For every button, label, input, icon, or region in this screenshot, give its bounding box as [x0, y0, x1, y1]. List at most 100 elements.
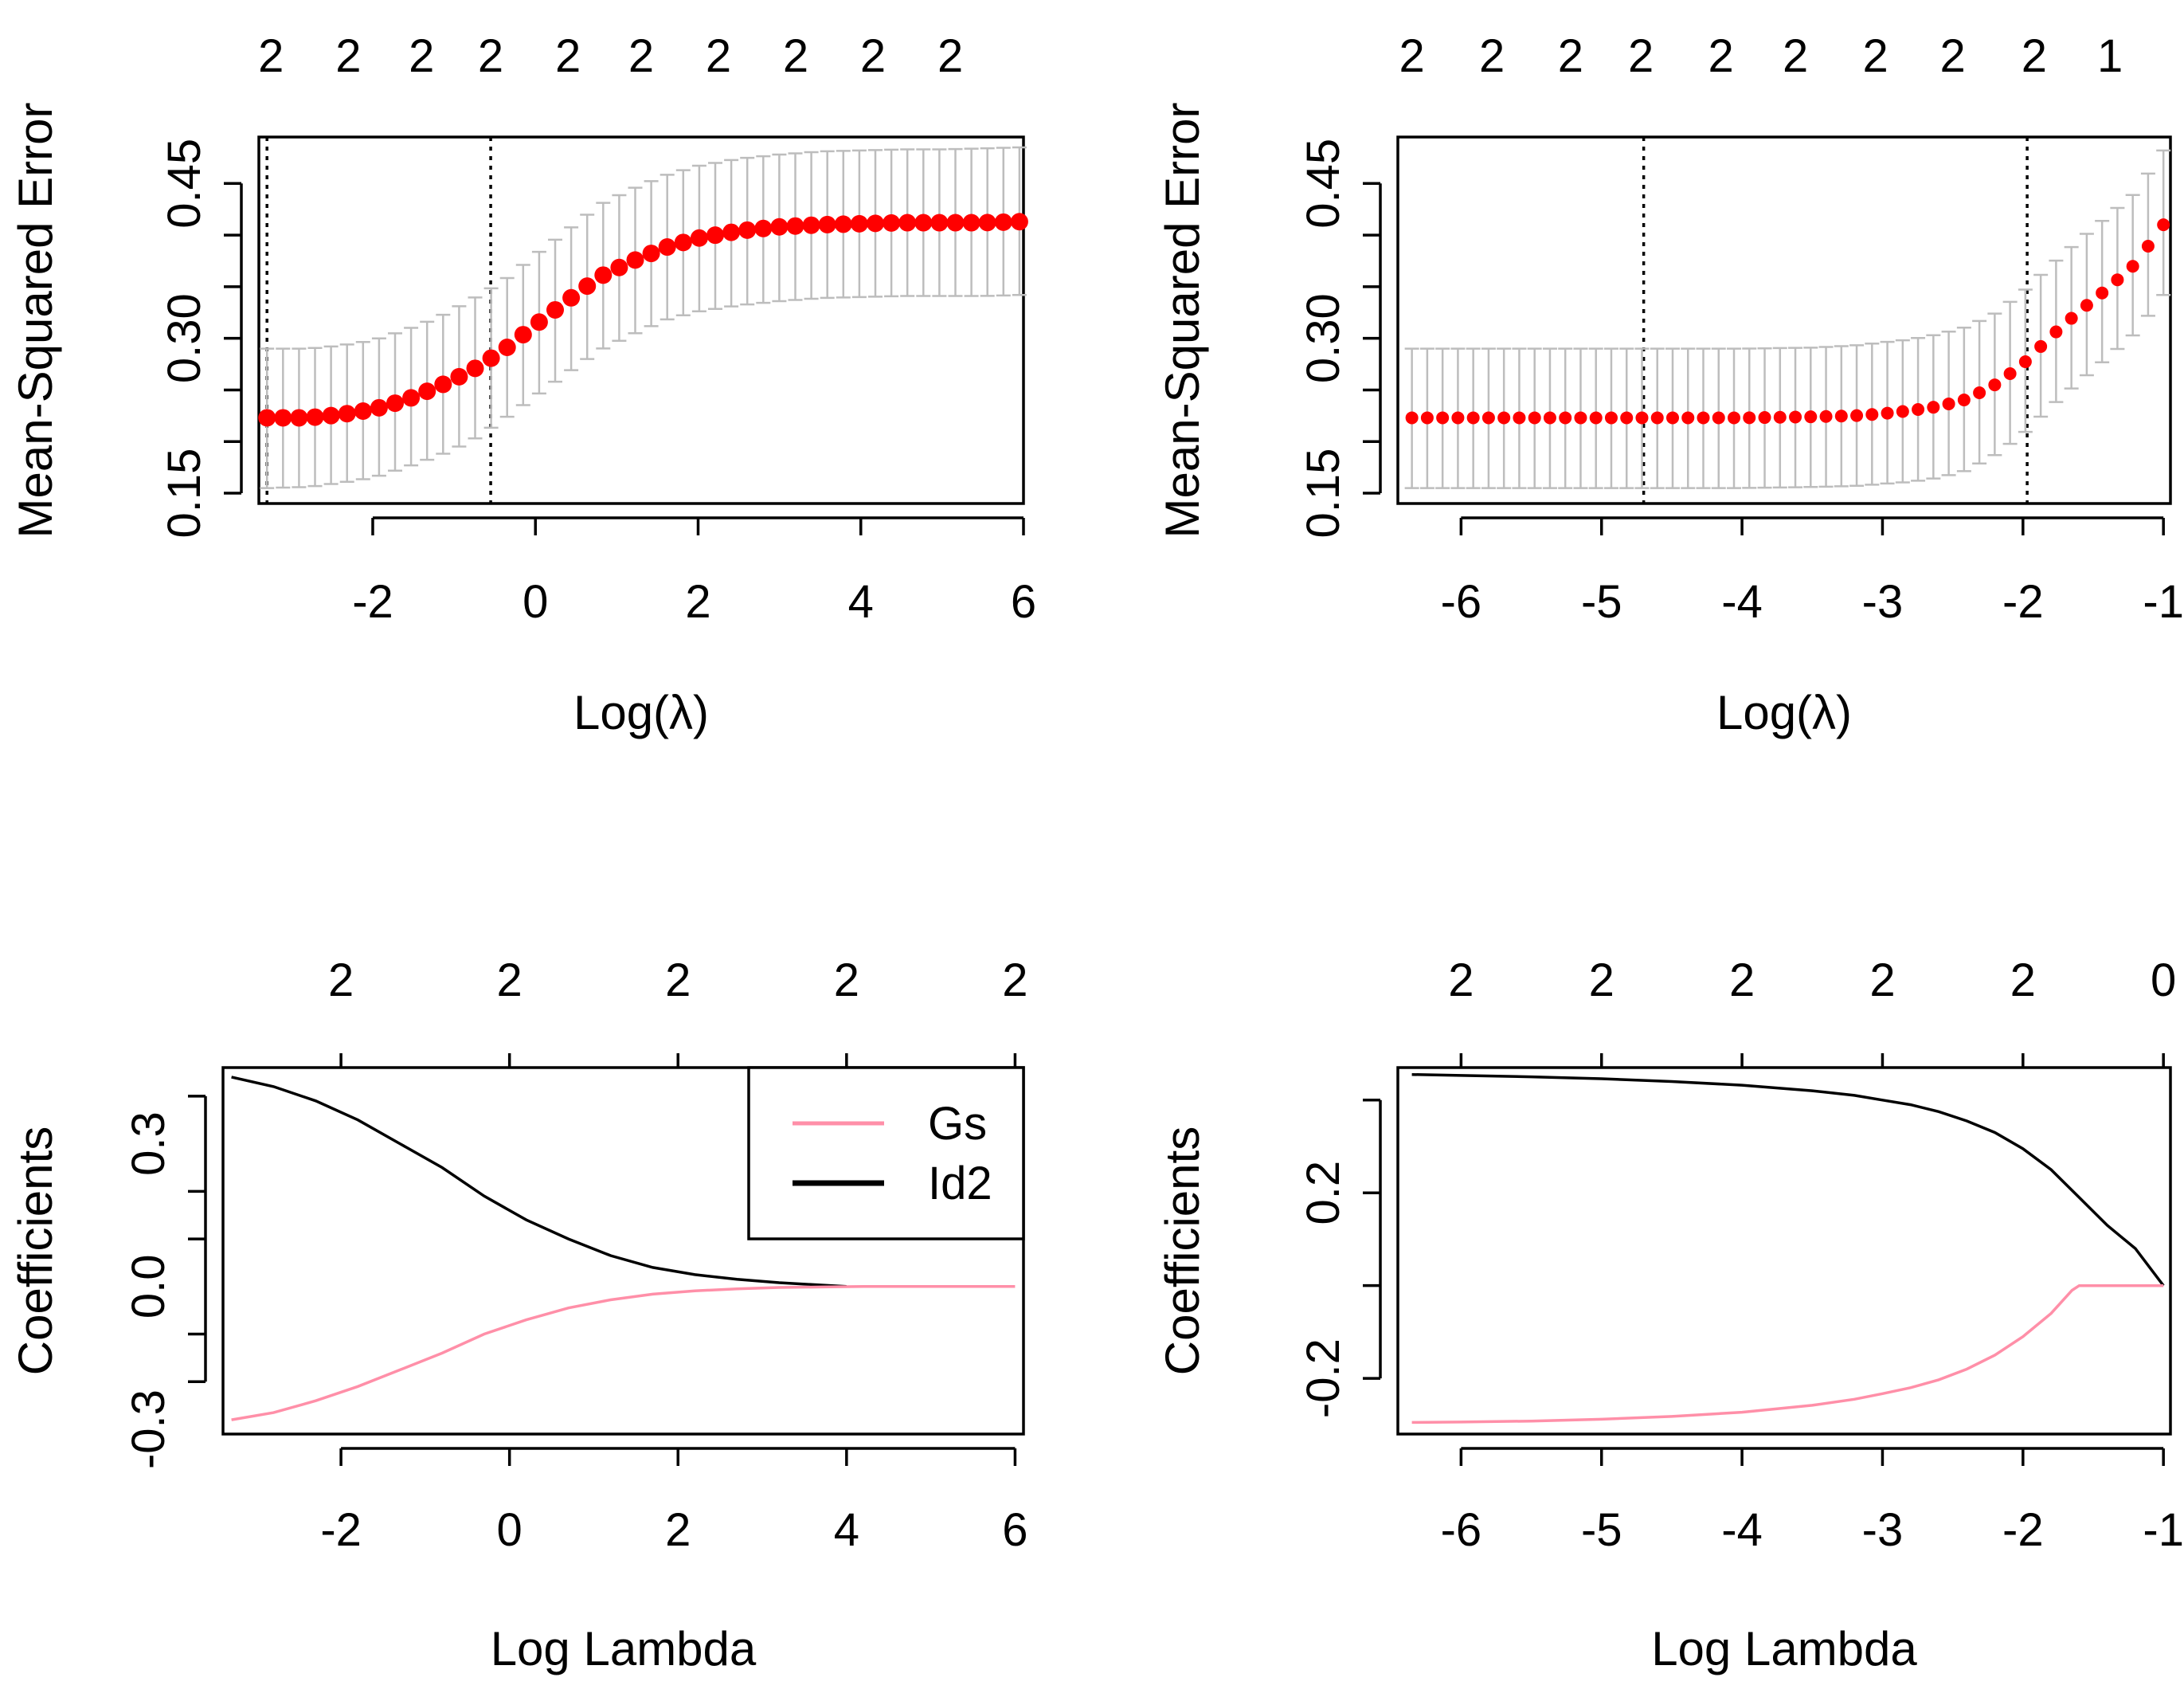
top-count-label: 2	[1002, 954, 1027, 1006]
mse-point	[402, 389, 421, 407]
mse-point	[1743, 411, 1756, 425]
mse-point	[834, 215, 852, 233]
y-tick-label: 0.15	[159, 449, 210, 539]
mse-points	[1405, 218, 2170, 425]
top-count-label: 2	[1399, 30, 1425, 82]
mse-point	[354, 402, 372, 421]
y-tick-label: 0.45	[1297, 139, 1349, 229]
mse-point	[2049, 325, 2063, 339]
top-count-label: 2	[409, 30, 434, 82]
x-tick-label: -3	[1862, 1504, 1904, 1556]
mse-point	[1865, 408, 1879, 421]
x-tick-label: -2	[320, 1504, 362, 1556]
y-tick-label: 0.30	[159, 293, 210, 383]
x-tick-label: -5	[1581, 576, 1622, 628]
mse-point	[642, 245, 660, 263]
mse-point	[386, 394, 405, 413]
x-tick-label: -3	[1862, 576, 1904, 628]
coef-path-id2	[231, 1076, 847, 1288]
mse-point	[658, 238, 676, 257]
mse-point	[1574, 411, 1587, 425]
x-axis-title: Log(λ)	[1716, 686, 1852, 739]
mse-point	[1466, 411, 1480, 425]
mse-point	[1436, 411, 1450, 425]
top-count-label: 2	[665, 954, 691, 1006]
top-count-label: 2	[706, 30, 731, 82]
mse-point	[1773, 410, 1787, 424]
top-count-label: 2	[1783, 30, 1808, 82]
top-count-label: 2	[478, 30, 503, 82]
mse-point	[306, 408, 324, 426]
mse-point	[370, 398, 388, 417]
top-count-label: 2	[783, 30, 808, 82]
y-tick-label: 0.2	[1297, 1161, 1349, 1225]
x-tick-label: 2	[665, 1504, 691, 1556]
plot-frame	[1396, 1066, 2172, 1436]
x-axis-title: Log Lambda	[1651, 1622, 1917, 1675]
x-tick-label: -1	[2143, 1504, 2184, 1556]
mse-point	[866, 214, 884, 233]
mse-point	[2141, 240, 2155, 253]
mse-point	[1881, 406, 1894, 420]
panel-bottom-right: -6 -5 -4 -3 -2 -1 -0.2 0.2 2 2 2 2 2 0 Log Lambda Coeff…	[1156, 954, 2184, 1675]
y-axis-title: Coefficients	[9, 1127, 62, 1375]
panel-top-right: -6 -5 -4 -3 -2 -10.150.300.452 2 2 2 2 2 2 2 2 1Log(λ)…	[1156, 30, 2184, 739]
mse-point	[1758, 411, 1771, 425]
x-tick-label: -5	[1581, 1504, 1622, 1556]
mse-point	[2157, 218, 2170, 232]
mse-point	[1681, 411, 1695, 425]
legend-label: Id2	[928, 1158, 992, 1209]
y-tick-label: 0.0	[123, 1254, 174, 1319]
top-count-label: 2	[328, 954, 354, 1006]
mse-point	[1988, 378, 2002, 392]
y-axis-title: Mean-Squared Error	[1156, 103, 1209, 539]
y-axis-title: Mean-Squared Error	[9, 103, 62, 539]
x-tick-label: 0	[523, 576, 548, 628]
top-count-label: 2	[1448, 954, 1474, 1006]
coef-path-id2	[1411, 1072, 2165, 1287]
mse-point	[1513, 411, 1526, 425]
mse-point	[1728, 411, 1741, 425]
x-tick-label: 6	[1002, 1504, 1027, 1556]
mse-point	[594, 266, 613, 284]
top-count-label: 2	[1708, 30, 1734, 82]
top-count-label: 2	[834, 954, 859, 1006]
top-count-label: 2	[860, 30, 886, 82]
top-count-label: 2	[1729, 954, 1755, 1006]
x-tick-label: 4	[834, 1504, 859, 1556]
mse-point	[1712, 411, 1725, 425]
top-count-label: 2	[628, 30, 654, 82]
mse-point	[2080, 299, 2093, 312]
mse-point	[1912, 403, 1925, 417]
mse-point	[1896, 405, 1909, 418]
top-count-label: 2	[2010, 954, 2036, 1006]
y-axis-title: Coefficients	[1156, 1127, 1209, 1375]
x-tick-label: -4	[1721, 576, 1763, 628]
mse-point	[1635, 411, 1649, 425]
mse-point	[962, 214, 980, 232]
mse-point	[2126, 260, 2139, 273]
mse-point	[1850, 409, 1864, 422]
y-tick-label: -0.3	[123, 1389, 174, 1469]
x-tick-label: 6	[1011, 576, 1036, 628]
x-tick-label: -2	[352, 576, 393, 628]
mse-point	[1010, 213, 1028, 231]
mse-point	[1481, 411, 1495, 425]
top-count-label: 2	[1869, 954, 1895, 1006]
mse-point	[2111, 273, 2124, 287]
mse-point	[1697, 411, 1710, 425]
mse-point	[466, 359, 484, 378]
mse-point	[1405, 411, 1419, 425]
top-count-label: 2	[2022, 30, 2047, 82]
mse-point	[994, 213, 1012, 231]
plot-frame	[257, 135, 1025, 505]
y-tick-label: 0.30	[1297, 293, 1349, 383]
y-tick-label: -0.2	[1297, 1338, 1349, 1418]
top-count-label: 0	[2151, 954, 2176, 1006]
x-tick-label: -4	[1721, 1504, 1763, 1556]
top-count-label: 2	[1940, 30, 1966, 82]
mse-point	[722, 223, 741, 241]
top-count-label: 2	[497, 954, 523, 1006]
mse-point	[802, 216, 820, 234]
